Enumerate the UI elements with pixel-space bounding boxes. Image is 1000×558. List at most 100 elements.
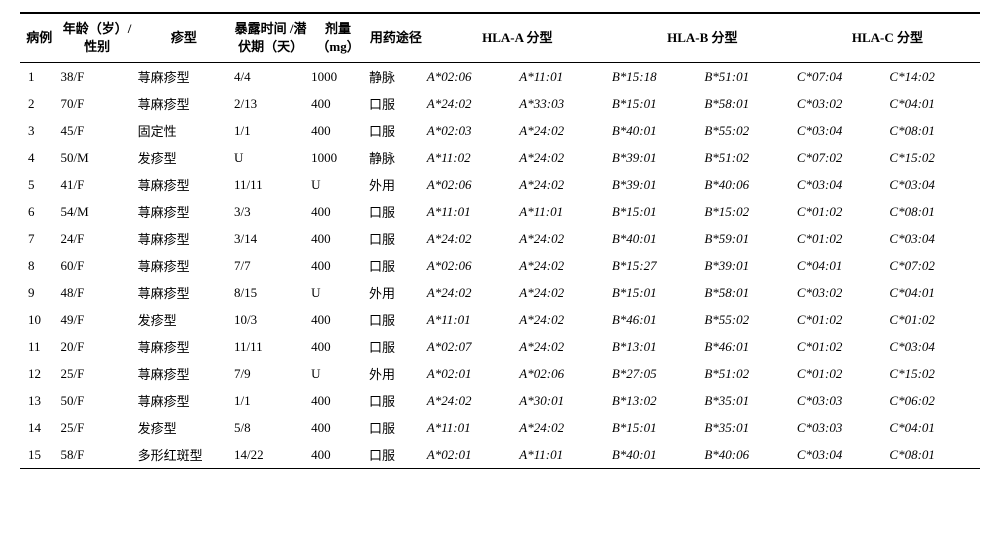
cell-dose: 400 xyxy=(309,306,367,333)
cell-hla-a1: A*02:01 xyxy=(425,360,518,387)
cell-hla-a1: A*02:06 xyxy=(425,63,518,91)
cell-dose: U xyxy=(309,360,367,387)
cell-hla-b2: B*55:02 xyxy=(702,306,795,333)
cell-hla-c2: C*06:02 xyxy=(887,387,980,414)
cell-hla-a2: A*11:01 xyxy=(517,198,610,225)
cell-age-sex: 70/F xyxy=(59,90,136,117)
table-row: 345/F固定性1/1400口服A*02:03A*24:02B*40:01B*5… xyxy=(20,117,980,144)
cell-rash: 荨麻疹型 xyxy=(136,279,232,306)
cell-case: 13 xyxy=(20,387,59,414)
col-hla-c: HLA-C 分型 xyxy=(795,13,980,63)
cell-hla-c2: C*04:01 xyxy=(887,414,980,441)
table-header: 病例 年龄（岁）/ 性别 疹型 暴露时间 /潜伏期（天） 剂量（mg） 用药途径… xyxy=(20,13,980,63)
cell-case: 14 xyxy=(20,414,59,441)
col-hla-b: HLA-B 分型 xyxy=(610,13,795,63)
cell-exposure: 1/1 xyxy=(232,117,309,144)
cell-hla-b1: B*39:01 xyxy=(610,144,703,171)
cell-hla-a2: A*24:02 xyxy=(517,306,610,333)
cell-dose: 400 xyxy=(309,441,367,469)
cell-exposure: 11/11 xyxy=(232,333,309,360)
cell-hla-c1: C*03:03 xyxy=(795,414,888,441)
cell-hla-c1: C*07:02 xyxy=(795,144,888,171)
col-age-sex: 年龄（岁）/ 性别 xyxy=(59,13,136,63)
cell-rash: 荨麻疹型 xyxy=(136,171,232,198)
cell-hla-c2: C*03:04 xyxy=(887,171,980,198)
cell-route: 口服 xyxy=(367,414,425,441)
table-row: 1225/F荨麻疹型7/9U外用A*02:01A*02:06B*27:05B*5… xyxy=(20,360,980,387)
cell-hla-a1: A*02:06 xyxy=(425,252,518,279)
cell-route: 口服 xyxy=(367,306,425,333)
table-row: 450/M发疹型U1000静脉A*11:02A*24:02B*39:01B*51… xyxy=(20,144,980,171)
table-row: 724/F荨麻疹型3/14400口服A*24:02A*24:02B*40:01B… xyxy=(20,225,980,252)
cell-hla-c2: C*14:02 xyxy=(887,63,980,91)
cell-hla-b2: B*40:06 xyxy=(702,441,795,469)
cell-age-sex: 49/F xyxy=(59,306,136,333)
cell-hla-a1: A*02:03 xyxy=(425,117,518,144)
cell-hla-b2: B*40:06 xyxy=(702,171,795,198)
cell-hla-c1: C*01:02 xyxy=(795,306,888,333)
cell-rash: 荨麻疹型 xyxy=(136,360,232,387)
cell-hla-a1: A*24:02 xyxy=(425,279,518,306)
cell-case: 12 xyxy=(20,360,59,387)
cell-hla-a1: A*11:01 xyxy=(425,198,518,225)
cell-hla-b1: B*15:18 xyxy=(610,63,703,91)
cell-hla-b2: B*39:01 xyxy=(702,252,795,279)
cell-hla-c1: C*01:02 xyxy=(795,198,888,225)
cell-route: 口服 xyxy=(367,333,425,360)
cell-hla-c2: C*03:04 xyxy=(887,225,980,252)
col-hla-a: HLA-A 分型 xyxy=(425,13,610,63)
cell-hla-c2: C*15:02 xyxy=(887,360,980,387)
cell-age-sex: 45/F xyxy=(59,117,136,144)
cell-hla-a1: A*24:02 xyxy=(425,225,518,252)
cell-case: 5 xyxy=(20,171,59,198)
cell-hla-a2: A*24:02 xyxy=(517,252,610,279)
cell-route: 静脉 xyxy=(367,144,425,171)
cell-exposure: 3/3 xyxy=(232,198,309,225)
cell-hla-b1: B*40:01 xyxy=(610,225,703,252)
cell-age-sex: 58/F xyxy=(59,441,136,469)
cell-age-sex: 60/F xyxy=(59,252,136,279)
cell-rash: 荨麻疹型 xyxy=(136,225,232,252)
cell-hla-b2: B*59:01 xyxy=(702,225,795,252)
cell-hla-a1: A*02:01 xyxy=(425,441,518,469)
cell-hla-b1: B*40:01 xyxy=(610,117,703,144)
cell-dose: 400 xyxy=(309,225,367,252)
cell-hla-b2: B*15:02 xyxy=(702,198,795,225)
table-row: 1425/F发疹型5/8400口服A*11:01A*24:02B*15:01B*… xyxy=(20,414,980,441)
cell-rash: 荨麻疹型 xyxy=(136,63,232,91)
cell-exposure: 5/8 xyxy=(232,414,309,441)
cell-hla-c1: C*03:02 xyxy=(795,279,888,306)
cell-rash: 荨麻疹型 xyxy=(136,333,232,360)
cell-rash: 发疹型 xyxy=(136,414,232,441)
cell-route: 口服 xyxy=(367,198,425,225)
cell-rash: 固定性 xyxy=(136,117,232,144)
cell-hla-b1: B*27:05 xyxy=(610,360,703,387)
cell-case: 9 xyxy=(20,279,59,306)
cell-route: 口服 xyxy=(367,225,425,252)
cell-exposure: 7/7 xyxy=(232,252,309,279)
cell-dose: U xyxy=(309,171,367,198)
cell-exposure: 8/15 xyxy=(232,279,309,306)
cell-hla-c1: C*03:04 xyxy=(795,117,888,144)
cell-route: 口服 xyxy=(367,90,425,117)
cell-route: 静脉 xyxy=(367,63,425,91)
cell-rash: 发疹型 xyxy=(136,144,232,171)
cell-rash: 荨麻疹型 xyxy=(136,90,232,117)
cell-dose: 400 xyxy=(309,198,367,225)
cell-hla-b2: B*58:01 xyxy=(702,279,795,306)
table-row: 1120/F荨麻疹型11/11400口服A*02:07A*24:02B*13:0… xyxy=(20,333,980,360)
cell-dose: U xyxy=(309,279,367,306)
cell-rash: 发疹型 xyxy=(136,306,232,333)
cell-hla-a2: A*30:01 xyxy=(517,387,610,414)
cell-dose: 400 xyxy=(309,117,367,144)
cell-hla-b2: B*51:01 xyxy=(702,63,795,91)
cell-hla-c1: C*01:02 xyxy=(795,360,888,387)
cell-hla-c2: C*08:01 xyxy=(887,117,980,144)
cell-case: 3 xyxy=(20,117,59,144)
cell-exposure: U xyxy=(232,144,309,171)
cell-hla-a2: A*33:03 xyxy=(517,90,610,117)
table-row: 860/F荨麻疹型7/7400口服A*02:06A*24:02B*15:27B*… xyxy=(20,252,980,279)
cell-case: 1 xyxy=(20,63,59,91)
cell-hla-c1: C*03:04 xyxy=(795,171,888,198)
cell-hla-b1: B*15:01 xyxy=(610,198,703,225)
